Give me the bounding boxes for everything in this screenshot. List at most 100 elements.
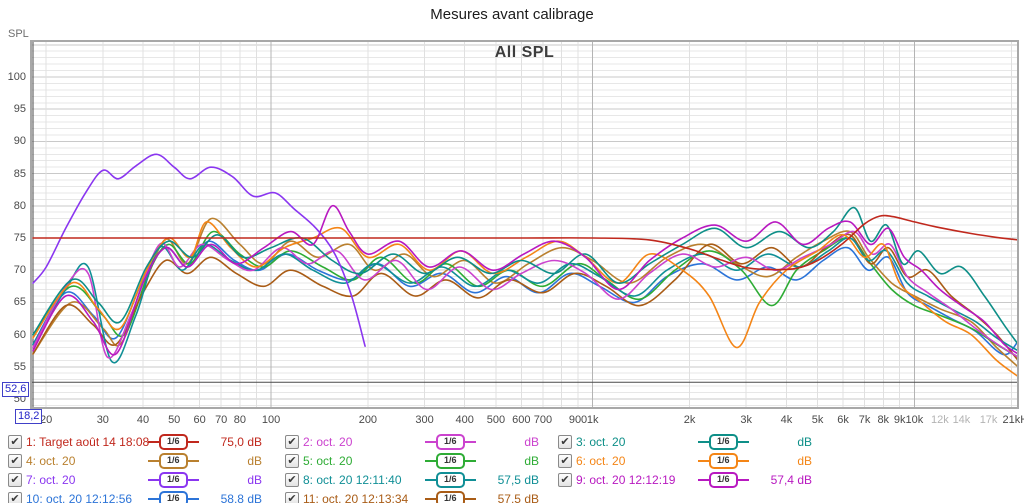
smoothing-button-3[interactable]: 1/6 [709,434,738,450]
legend-checkbox-11[interactable]: ✔ [285,492,299,503]
smoothing-control-10: 1/6 [148,491,208,503]
legend-checkbox-8[interactable]: ✔ [285,473,299,487]
trace-stub-icon [698,441,709,443]
trace-4 [32,217,1017,367]
legend-label-10[interactable]: 10: oct. 20 12:12:56 [26,492,133,503]
smoothing-control-6: 1/6 [698,453,758,469]
legend-checkbox-10[interactable]: ✔ [8,492,22,503]
trace-stub-icon [698,460,709,462]
x-tick-5k: 5k [811,414,824,426]
trace-stub-icon [148,479,159,481]
x-tick-21kHz: 21kHz [1002,414,1024,426]
smoothing-button-7[interactable]: 1/6 [159,472,188,488]
trace-stub-icon [698,479,709,481]
legend-label-6[interactable]: 6: oct. 20 [576,454,626,468]
y-tick-55: 55 [13,360,26,373]
legend-checkbox-9[interactable]: ✔ [558,473,572,487]
smoothing-button-10[interactable]: 1/6 [159,491,188,503]
smoothing-button-1[interactable]: 1/6 [159,434,188,450]
x-tick-400: 400 [455,414,474,426]
legend-level-10: 58,8 dB [220,492,262,503]
smoothing-button-9[interactable]: 1/6 [709,472,738,488]
legend-level-4: dB [247,454,262,468]
legend-checkbox-4[interactable]: ✔ [8,454,22,468]
legend-label-2[interactable]: 2: oct. 20 [303,435,353,449]
legend-item-7: ✔ 7: oct. 20 1/6 dB [8,472,262,488]
smoothing-control-5: 1/6 [425,453,485,469]
x-tick-600: 600 [512,414,531,426]
legend-level-11: 57,5 dB [497,492,539,503]
smoothing-button-8[interactable]: 1/6 [436,472,465,488]
spl-axis-label: SPL [8,28,29,40]
smoothing-control-7: 1/6 [148,472,208,488]
x-tick-1k: 1k [586,414,599,426]
trace-stub-icon [148,498,159,500]
legend-level-9: 57,4 dB [770,473,812,487]
trace-7 [32,153,366,347]
legend-label-4[interactable]: 4: oct. 20 [26,454,76,468]
y-tick-90: 90 [13,135,26,148]
y-tick-95: 95 [13,103,26,116]
y-tick-100: 100 [7,71,26,83]
x-tick-14k: 14k [952,414,971,426]
legend-checkbox-5[interactable]: ✔ [285,454,299,468]
x-tick-17k: 17k [979,414,998,426]
legend-level-1: 75,0 dB [220,435,262,449]
legend-checkbox-1[interactable]: ✔ [8,435,22,449]
trace-stub-icon [737,479,749,481]
smoothing-button-2[interactable]: 1/6 [436,434,465,450]
trace-stub-icon [148,460,159,462]
cursor-freq-readout: 18,2 [15,409,43,424]
x-tick-700: 700 [533,414,553,426]
legend-level-8: 57,5 dB [497,473,539,487]
trace-stub-icon [425,498,436,500]
legend-level-7: dB [247,473,262,487]
legend-item-11: ✔ 11: oct. 20 12:13:34 1/6 57,5 dB [285,491,539,503]
legend-label-1[interactable]: 1: Target août 14 18:08 [26,435,150,449]
legend-checkbox-6[interactable]: ✔ [558,454,572,468]
x-tick-3k: 3k [740,414,753,426]
legend-item-5: ✔ 5: oct. 20 1/6 dB [285,453,539,469]
smoothing-control-4: 1/6 [148,453,208,469]
legend-label-11[interactable]: 11: oct. 20 12:13:34 [303,492,409,503]
x-tick-70: 70 [215,414,228,426]
x-tick-80: 80 [233,414,246,426]
spl-plot[interactable] [0,0,1024,430]
legend-label-5[interactable]: 5: oct. 20 [303,454,353,468]
smoothing-button-4[interactable]: 1/6 [159,453,188,469]
trace-stub-icon [464,498,476,500]
legend-item-2: ✔ 2: oct. 20 1/6 dB [285,434,539,450]
trace-stub-icon [425,441,436,443]
legend-label-9[interactable]: 9: oct. 20 12:12:19 [576,473,676,487]
plot-title: All SPL [494,44,555,61]
legend-label-8[interactable]: 8: oct. 20 12:11:40 [303,473,402,487]
legend-checkbox-3[interactable]: ✔ [558,435,572,449]
legend-level-6: dB [797,454,812,468]
trace-2 [32,230,1017,359]
legend-checkbox-2[interactable]: ✔ [285,435,299,449]
x-tick-40: 40 [136,414,150,426]
legend-checkbox-7[interactable]: ✔ [8,473,22,487]
measurement-legend: ✔ 1: Target août 14 18:08 1/6 75,0 dB ✔ 2: oc… [0,430,1024,503]
legend-level-5: dB [524,454,539,468]
trace-stub-icon [187,479,199,481]
cursor-spl-readout: 52,6 [2,382,30,397]
legend-label-3[interactable]: 3: oct. 20 [576,435,626,449]
x-tick-60: 60 [193,414,206,426]
trace-stub-icon [187,460,199,462]
smoothing-button-11[interactable]: 1/6 [436,491,465,503]
legend-item-9: ✔ 9: oct. 20 12:12:19 1/6 57,4 dB [558,472,812,488]
smoothing-button-6[interactable]: 1/6 [709,453,738,469]
y-tick-60: 60 [13,328,26,341]
x-tick-100: 100 [261,414,281,426]
legend-item-4: ✔ 4: oct. 20 1/6 dB [8,453,262,469]
x-tick-10k: 10k [905,414,924,426]
x-tick-50: 50 [168,414,181,426]
trace-stub-icon [187,441,199,443]
smoothing-button-5[interactable]: 1/6 [436,453,465,469]
trace-stub-icon [464,460,476,462]
y-tick-65: 65 [13,296,26,309]
y-tick-85: 85 [13,167,26,180]
legend-label-7[interactable]: 7: oct. 20 [26,473,76,487]
